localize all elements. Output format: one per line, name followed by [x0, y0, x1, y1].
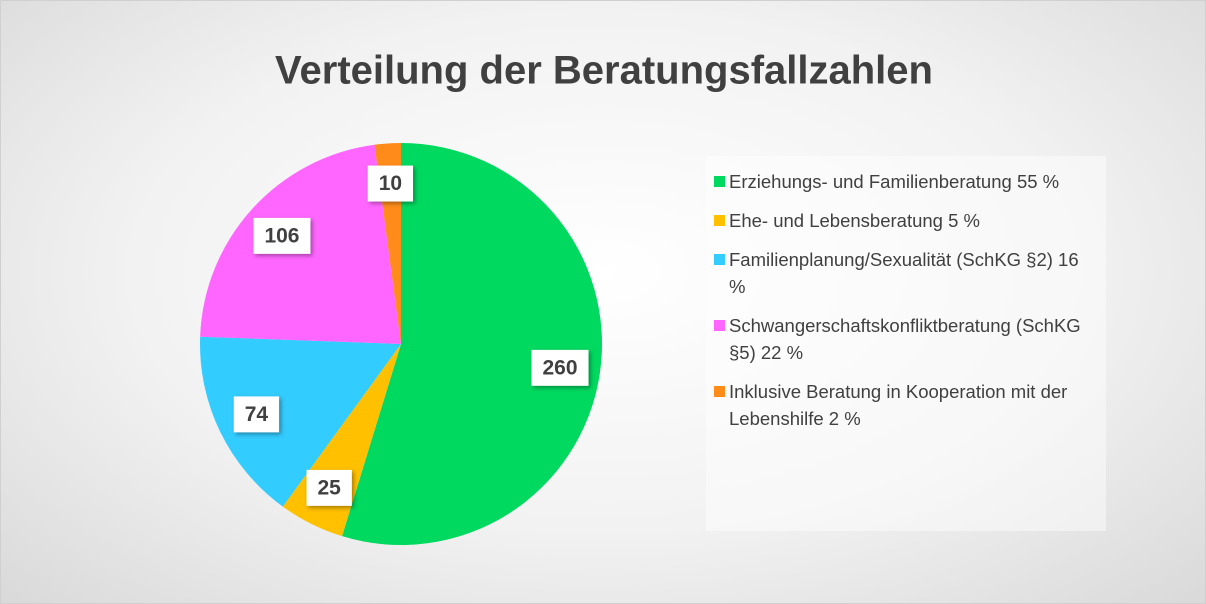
legend-label: Erziehungs- und Familienberatung 55 %: [729, 171, 1060, 192]
data-label: 260: [531, 349, 589, 386]
data-label: 10: [367, 165, 414, 202]
legend-label: Schwangerschaftskonfliktberatung (SchKG …: [729, 315, 1081, 363]
data-label: 106: [253, 217, 311, 254]
legend-marker: [714, 254, 725, 265]
legend-label: Ehe- und Lebensberatung 5 %: [729, 210, 980, 231]
legend-marker: [714, 386, 725, 397]
legend-item: Erziehungs- und Familienberatung 55 %: [714, 168, 1098, 195]
data-label: 74: [233, 396, 280, 433]
data-label: 25: [306, 469, 352, 506]
legend: Erziehungs- und Familienberatung 55 % Ehe…: [706, 156, 1106, 531]
data-label-box: [367, 165, 414, 202]
data-label-text: 25: [318, 476, 342, 499]
pie-slice: [342, 143, 602, 545]
legend-marker: [714, 215, 725, 226]
data-label-text: 74: [245, 403, 269, 426]
legend-label: Familienplanung/Sexualität (SchKG §2) 16…: [729, 249, 1079, 297]
data-label-text: 10: [379, 172, 402, 195]
legend-item: Ehe- und Lebensberatung 5 %: [714, 207, 1098, 234]
legend-item: Familienplanung/Sexualität (SchKG §2) 16…: [714, 246, 1098, 300]
data-label-text: 260: [542, 356, 577, 379]
legend-marker: [714, 320, 725, 331]
data-label-box: [253, 217, 311, 254]
data-label-box: [531, 349, 589, 386]
legend-item: Schwangerschaftskonfliktberatung (SchKG …: [714, 312, 1098, 366]
chart-title: Verteilung der Beratungsfallzahlen: [275, 49, 933, 93]
legend-label: Inklusive Beratung in Kooperation mit de…: [729, 381, 1068, 429]
legend-marker: [714, 176, 725, 187]
data-label-box: [306, 469, 352, 506]
pie-slice: [200, 336, 401, 507]
legend-item: Inklusive Beratung in Kooperation mit de…: [714, 378, 1098, 432]
data-label-box: [233, 396, 280, 433]
data-label-text: 106: [264, 224, 299, 247]
